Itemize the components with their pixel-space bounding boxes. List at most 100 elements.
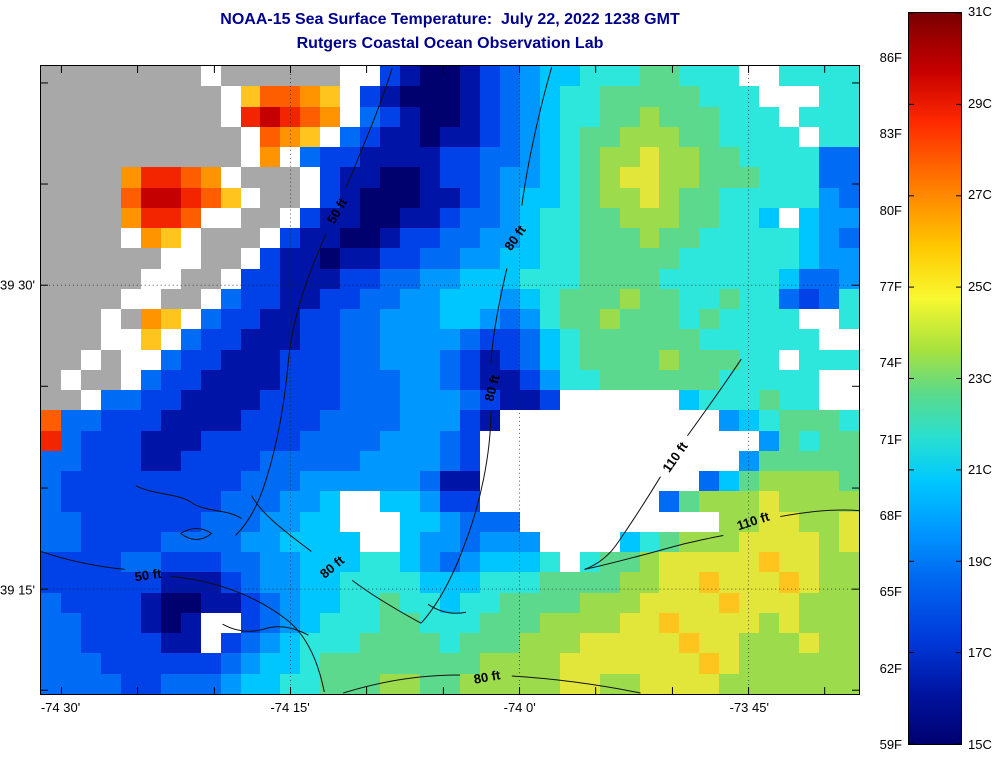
sst-cell <box>240 390 261 411</box>
sst-cell <box>440 612 460 634</box>
sst-cell <box>100 552 121 573</box>
sst-cell <box>360 572 381 593</box>
sst-cell <box>420 309 441 330</box>
sst-cell <box>519 633 540 654</box>
sst-cell <box>41 86 61 107</box>
sst-cell <box>619 531 640 553</box>
sst-cell <box>539 592 560 613</box>
sst-cell <box>260 309 281 330</box>
sst-cell <box>599 653 620 674</box>
sst-cell <box>619 349 640 370</box>
sst-cell <box>559 552 580 573</box>
sst-cell <box>779 531 800 553</box>
sst-cell <box>160 349 181 370</box>
sst-cell <box>759 531 780 553</box>
sst-cell <box>320 592 341 613</box>
sst-cell <box>559 167 580 188</box>
sst-cell <box>120 106 141 127</box>
sst-cell <box>479 471 500 492</box>
sst-cell <box>380 329 401 350</box>
sst-cell <box>380 592 401 613</box>
sst-cell <box>180 349 201 370</box>
sst-cell <box>240 410 261 431</box>
sst-cell <box>400 390 421 411</box>
sst-cell <box>519 511 540 532</box>
sst-cell <box>539 390 560 411</box>
sst-cell <box>779 592 800 613</box>
sst-cell <box>539 228 560 249</box>
sst-cell <box>759 633 780 654</box>
sst-cell <box>280 147 301 168</box>
sst-cell <box>60 147 81 168</box>
sst-cell <box>260 491 281 512</box>
sst-cell <box>240 86 261 107</box>
sst-cell <box>579 288 600 310</box>
colorbar-label-fahrenheit: 77F <box>879 278 902 294</box>
sst-cell <box>41 349 61 370</box>
sst-cell <box>739 268 760 289</box>
sst-cell <box>659 653 680 674</box>
sst-cell <box>260 248 281 269</box>
sst-cell <box>380 633 401 654</box>
sst-cell <box>60 410 81 431</box>
sst-cell <box>719 430 740 451</box>
sst-cell <box>220 329 241 350</box>
sst-cell <box>41 471 61 492</box>
sst-cell <box>799 410 820 431</box>
sst-cell <box>320 369 341 391</box>
sst-cell <box>479 86 500 107</box>
sst-cell <box>420 187 441 208</box>
sst-cell <box>140 207 161 229</box>
sst-cell <box>340 126 361 148</box>
sst-cell <box>499 268 520 289</box>
sst-cell <box>639 531 660 553</box>
sst-cell <box>459 369 480 391</box>
sst-cell <box>400 126 421 148</box>
sst-cell <box>819 66 840 87</box>
sst-cell <box>120 349 141 370</box>
sst-cell <box>100 167 121 188</box>
sst-cell <box>539 572 560 593</box>
sst-cell <box>779 390 800 411</box>
sst-cell <box>380 552 401 573</box>
sst-cell <box>41 106 61 127</box>
sst-cell <box>320 430 341 451</box>
sst-cell <box>559 187 580 208</box>
sst-cell <box>41 248 61 269</box>
sst-cell <box>719 633 740 654</box>
sst-cell <box>479 430 500 451</box>
sst-cell <box>320 248 341 269</box>
sst-cell <box>380 511 401 532</box>
sst-cell <box>420 552 441 573</box>
sst-cell <box>400 248 421 269</box>
sst-cell <box>300 511 321 532</box>
sst-cell <box>140 167 161 188</box>
sst-cell <box>679 207 700 229</box>
sst-cell <box>360 349 381 370</box>
sst-cell <box>739 430 760 451</box>
sst-cell <box>699 147 720 168</box>
sst-cell <box>41 511 61 532</box>
sst-cell <box>240 207 261 229</box>
sst-cell <box>380 471 401 492</box>
sst-cell <box>759 329 780 350</box>
sst-cell <box>719 126 740 148</box>
sst-cell <box>41 329 61 350</box>
sst-cell <box>140 511 161 532</box>
sst-cell <box>719 612 740 634</box>
sst-cell <box>819 450 840 472</box>
sst-cell <box>839 531 859 553</box>
sst-cell <box>759 248 780 269</box>
sst-cell <box>779 511 800 532</box>
sst-cell <box>519 612 540 634</box>
sst-cell <box>120 309 141 330</box>
sst-cell <box>120 329 141 350</box>
sst-cell <box>240 126 261 148</box>
sst-cell <box>260 369 281 391</box>
sst-cell <box>559 228 580 249</box>
sst-cell <box>459 288 480 310</box>
sst-cell <box>80 450 101 472</box>
sst-cell <box>60 592 81 613</box>
sst-cell <box>579 106 600 127</box>
sst-cell <box>599 329 620 350</box>
